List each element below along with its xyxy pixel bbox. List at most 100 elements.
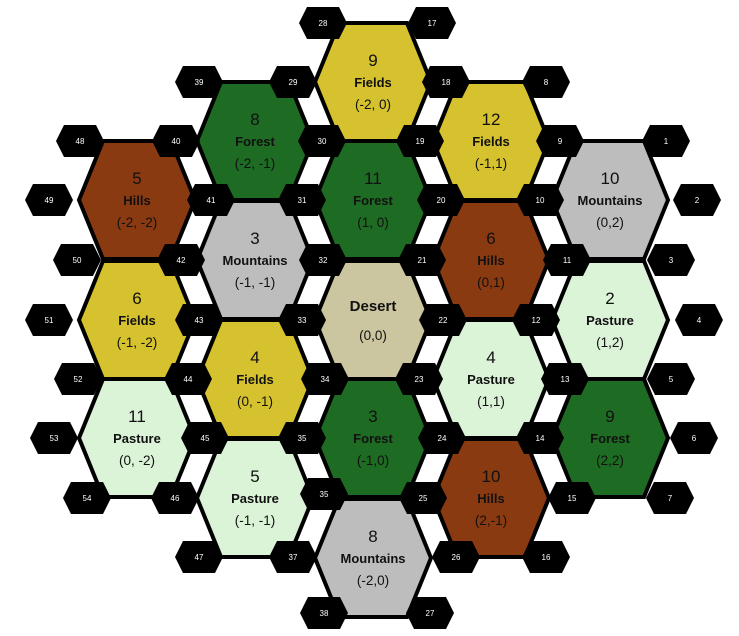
hex-tile[interactable]: Desert (0,0) xyxy=(312,259,434,381)
vertex-marker[interactable]: 40 xyxy=(152,125,200,157)
vertex-marker[interactable]: 35 xyxy=(300,478,348,510)
vertex-shape xyxy=(418,422,466,454)
vertex-marker[interactable]: 21 xyxy=(398,244,446,276)
vertex-marker[interactable]: 10 xyxy=(516,184,564,216)
vertex-marker[interactable]: 17 xyxy=(408,7,456,39)
tile-coord: (1,1) xyxy=(477,394,505,409)
tile-number: 2 xyxy=(605,289,614,308)
hex-tile[interactable]: 9 Fields (-2, 0) xyxy=(312,21,434,143)
vertex-marker[interactable]: 26 xyxy=(432,541,480,573)
vertex-marker[interactable]: 7 xyxy=(646,482,694,514)
tile-resource: Pasture xyxy=(231,491,279,506)
vertex-marker[interactable]: 42 xyxy=(157,244,205,276)
vertex-shape xyxy=(406,597,454,629)
vertex-label: 1 xyxy=(664,137,669,146)
vertex-marker[interactable]: 38 xyxy=(300,597,348,629)
vertex-marker[interactable]: 34 xyxy=(301,363,349,395)
vertex-marker[interactable]: 5 xyxy=(647,363,695,395)
vertex-marker[interactable]: 27 xyxy=(406,597,454,629)
vertex-marker[interactable]: 48 xyxy=(56,125,104,157)
hex-tile[interactable]: 2 Pasture (1,2) xyxy=(549,259,671,381)
vertex-marker[interactable]: 35 xyxy=(278,422,326,454)
hex-tile[interactable]: 10 Hills (2,-1) xyxy=(430,437,552,559)
vertex-shape xyxy=(187,184,235,216)
hex-tile[interactable]: 10 Mountains (0,2) xyxy=(549,139,671,261)
vertex-marker[interactable]: 45 xyxy=(181,422,229,454)
vertex-marker[interactable]: 4 xyxy=(675,304,723,336)
vertex-marker[interactable]: 44 xyxy=(164,363,212,395)
vertex-marker[interactable]: 2 xyxy=(673,184,721,216)
vertex-marker[interactable]: 16 xyxy=(522,541,570,573)
vertex-marker[interactable]: 50 xyxy=(53,244,101,276)
vertex-marker[interactable]: 54 xyxy=(63,482,111,514)
vertex-marker[interactable]: 9 xyxy=(536,125,584,157)
vertex-marker[interactable]: 23 xyxy=(395,363,443,395)
vertex-marker[interactable]: 43 xyxy=(175,304,223,336)
vertex-marker[interactable]: 13 xyxy=(541,363,589,395)
hex-tile[interactable]: 4 Fields (0, -1) xyxy=(194,318,316,440)
vertex-shape xyxy=(301,363,349,395)
hex-tile[interactable]: 12 Fields (-1,1) xyxy=(430,80,552,202)
hex-tile[interactable]: 9 Forest (2,2) xyxy=(549,377,671,499)
vertex-marker[interactable]: 1 xyxy=(642,125,690,157)
vertex-shape xyxy=(175,304,223,336)
tile-coord: (-2, -1) xyxy=(235,156,276,171)
vertex-shape xyxy=(548,482,596,514)
hex-tile[interactable]: 6 Hills (0,1) xyxy=(430,199,552,321)
vertex-marker[interactable]: 28 xyxy=(299,7,347,39)
hex-tile[interactable]: 5 Pasture (-1, -1) xyxy=(194,437,316,559)
vertex-label: 50 xyxy=(73,256,82,265)
hex-tile[interactable]: 8 Forest (-2, -1) xyxy=(194,80,316,202)
hex-tile[interactable]: 4 Pasture (1,1) xyxy=(430,318,552,440)
tile-number: 4 xyxy=(486,348,495,367)
vertex-marker[interactable]: 6 xyxy=(670,422,718,454)
vertex-marker[interactable]: 11 xyxy=(543,244,591,276)
tile-coord: (1,2) xyxy=(596,335,624,350)
tile-number: 8 xyxy=(250,110,259,129)
vertex-marker[interactable]: 51 xyxy=(25,304,73,336)
vertex-marker[interactable]: 15 xyxy=(548,482,596,514)
vertex-marker[interactable]: 19 xyxy=(396,125,444,157)
vertex-marker[interactable]: 46 xyxy=(151,482,199,514)
vertex-shape xyxy=(278,304,326,336)
vertex-marker[interactable]: 41 xyxy=(187,184,235,216)
vertex-shape xyxy=(522,541,570,573)
vertex-marker[interactable]: 53 xyxy=(30,422,78,454)
vertex-marker[interactable]: 47 xyxy=(175,541,223,573)
tile-resource: Fields xyxy=(354,75,392,90)
vertex-marker[interactable]: 18 xyxy=(422,66,470,98)
tile-coord: (0,1) xyxy=(477,275,505,290)
hex-tile[interactable]: 11 Pasture (0, -2) xyxy=(76,377,198,499)
vertex-marker[interactable]: 37 xyxy=(269,541,317,573)
vertex-marker[interactable]: 20 xyxy=(417,184,465,216)
hex-tile[interactable]: 5 Hills (-2, -2) xyxy=(76,139,198,261)
hex-tile[interactable]: 3 Mountains (-1, -1) xyxy=(194,199,316,321)
vertex-marker[interactable]: 24 xyxy=(418,422,466,454)
vertex-label: 25 xyxy=(419,494,428,503)
vertex-marker[interactable]: 31 xyxy=(278,184,326,216)
vertex-marker[interactable]: 3 xyxy=(647,244,695,276)
vertex-marker[interactable]: 8 xyxy=(522,66,570,98)
vertex-marker[interactable]: 33 xyxy=(278,304,326,336)
vertex-marker[interactable]: 12 xyxy=(512,304,560,336)
vertex-shape xyxy=(432,541,480,573)
vertex-shape xyxy=(422,66,470,98)
vertex-marker[interactable]: 29 xyxy=(269,66,317,98)
vertex-label: 53 xyxy=(50,434,59,443)
vertex-marker[interactable]: 22 xyxy=(419,304,467,336)
vertex-label: 32 xyxy=(319,256,328,265)
tile-coord: (2,-1) xyxy=(475,513,507,528)
vertex-marker[interactable]: 32 xyxy=(299,244,347,276)
vertex-marker[interactable]: 49 xyxy=(25,184,73,216)
vertex-marker[interactable]: 25 xyxy=(399,482,447,514)
vertex-marker[interactable]: 39 xyxy=(175,66,223,98)
vertex-marker[interactable]: 30 xyxy=(298,125,346,157)
vertex-marker[interactable]: 14 xyxy=(516,422,564,454)
vertex-marker[interactable]: 52 xyxy=(54,363,102,395)
tile-resource: Mountains xyxy=(578,193,643,208)
vertex-shape xyxy=(25,184,73,216)
hex-tile[interactable]: 11 Forest (1, 0) xyxy=(312,139,434,261)
vertex-shape xyxy=(408,7,456,39)
vertex-shape xyxy=(398,244,446,276)
